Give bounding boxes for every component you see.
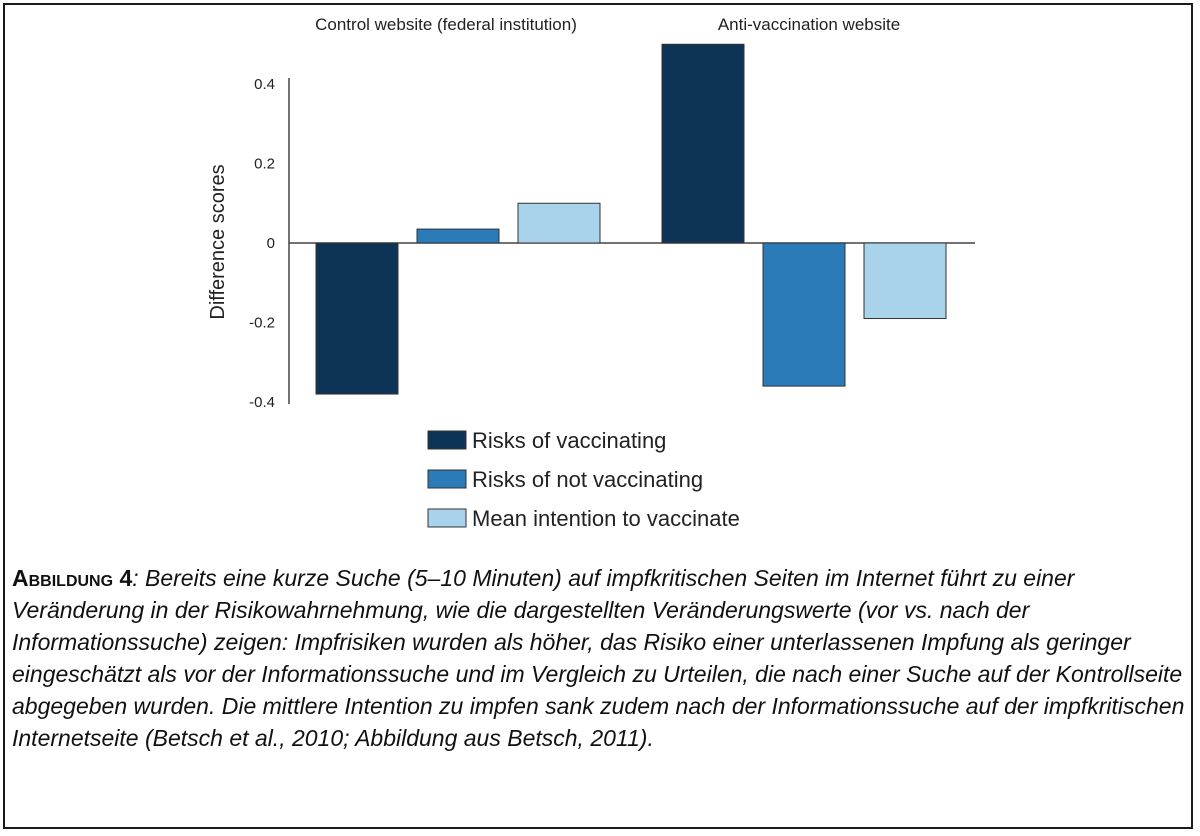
caption-label: Abbildung 4 [12, 565, 133, 591]
figure-frame [3, 3, 1193, 829]
bar [517, 202, 601, 244]
y-axis-label: Difference scores [207, 164, 229, 319]
bar [315, 242, 399, 395]
y-tick-label: 0.4 [254, 76, 275, 93]
y-tick-label: 0.2 [254, 156, 275, 173]
bar [863, 242, 947, 320]
bar [762, 242, 846, 387]
bar-chart: Control website (federal institution) Ant… [207, 15, 975, 531]
y-tick-label: -0.2 [249, 315, 275, 332]
legend-label: Risks of not vaccinating [472, 467, 703, 492]
legend-swatch [427, 469, 467, 489]
legend-swatch [427, 508, 467, 528]
group-title: Control website (federal institution) [315, 15, 577, 34]
figure-caption: Abbildung 4: Bereits eine kurze Suche (5… [12, 562, 1188, 754]
bar [661, 43, 745, 244]
y-tick-label: -0.4 [249, 394, 275, 411]
legend-swatch [427, 430, 467, 450]
group-title: Anti-vaccination website [718, 15, 900, 34]
legend-label: Mean intention to vaccinate [472, 506, 740, 531]
y-tick-label: 0 [267, 235, 275, 252]
caption-text: : Bereits eine kurze Suche (5–10 Minuten… [12, 565, 1185, 751]
legend-label: Risks of vaccinating [472, 428, 666, 453]
bar [416, 228, 500, 244]
